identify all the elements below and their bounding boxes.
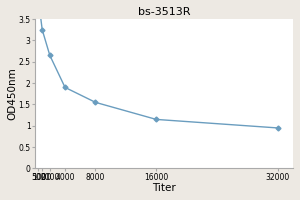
Y-axis label: OD450nm: OD450nm [7,67,17,120]
X-axis label: Titer: Titer [152,183,176,193]
Title: bs-3513R: bs-3513R [138,7,190,17]
